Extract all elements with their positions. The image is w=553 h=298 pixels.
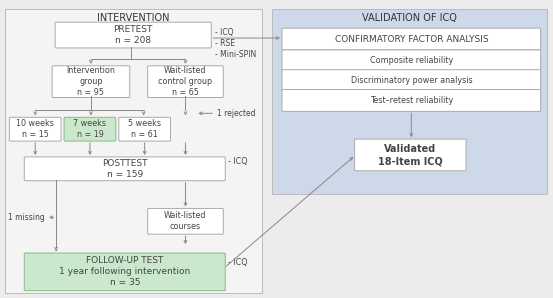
FancyBboxPatch shape bbox=[24, 157, 225, 181]
Text: POSTTEST
n = 159: POSTTEST n = 159 bbox=[102, 159, 148, 179]
FancyBboxPatch shape bbox=[282, 70, 541, 91]
FancyBboxPatch shape bbox=[55, 22, 211, 48]
FancyBboxPatch shape bbox=[282, 90, 541, 111]
Bar bbox=[6, 9, 262, 293]
FancyBboxPatch shape bbox=[24, 253, 225, 291]
Text: - ICQ
- RSE
- Mini-SPIN: - ICQ - RSE - Mini-SPIN bbox=[215, 28, 257, 59]
Text: Wait-listed
control group
n = 65: Wait-listed control group n = 65 bbox=[158, 66, 212, 97]
Text: - ICQ: - ICQ bbox=[228, 258, 248, 267]
Text: VALIDATION OF ICQ: VALIDATION OF ICQ bbox=[362, 13, 457, 23]
FancyBboxPatch shape bbox=[282, 50, 541, 72]
Text: Composite reliability: Composite reliability bbox=[370, 56, 453, 65]
Text: FOLLOW-UP TEST
1 year following intervention
n = 35: FOLLOW-UP TEST 1 year following interven… bbox=[59, 256, 190, 288]
Text: 7 weeks
n = 19: 7 weeks n = 19 bbox=[74, 119, 106, 139]
Text: Test–retest reliability: Test–retest reliability bbox=[370, 96, 453, 105]
FancyBboxPatch shape bbox=[9, 117, 61, 141]
Text: Wait-listed
courses: Wait-listed courses bbox=[164, 211, 207, 231]
Text: 1 rejected: 1 rejected bbox=[217, 109, 256, 118]
Text: 5 weeks
n = 61: 5 weeks n = 61 bbox=[128, 119, 161, 139]
FancyBboxPatch shape bbox=[354, 139, 466, 171]
Text: Discriminatory power analysis: Discriminatory power analysis bbox=[351, 76, 472, 85]
Bar bbox=[272, 9, 546, 194]
FancyBboxPatch shape bbox=[282, 28, 541, 50]
Text: PRETEST
n = 208: PRETEST n = 208 bbox=[113, 25, 153, 45]
Text: - ICQ: - ICQ bbox=[228, 157, 248, 166]
Text: Validated
18-Item ICQ: Validated 18-Item ICQ bbox=[378, 144, 443, 166]
Text: 1 missing: 1 missing bbox=[8, 213, 45, 222]
FancyBboxPatch shape bbox=[148, 66, 223, 97]
Text: CONFIRMATORY FACTOR ANALYSIS: CONFIRMATORY FACTOR ANALYSIS bbox=[335, 35, 488, 44]
FancyBboxPatch shape bbox=[64, 117, 116, 141]
Text: 10 weeks
n = 15: 10 weeks n = 15 bbox=[16, 119, 54, 139]
Text: INTERVENTION: INTERVENTION bbox=[97, 13, 170, 23]
FancyBboxPatch shape bbox=[148, 208, 223, 234]
FancyBboxPatch shape bbox=[52, 66, 130, 97]
FancyBboxPatch shape bbox=[119, 117, 170, 141]
Text: Intervention
group
n = 95: Intervention group n = 95 bbox=[66, 66, 116, 97]
